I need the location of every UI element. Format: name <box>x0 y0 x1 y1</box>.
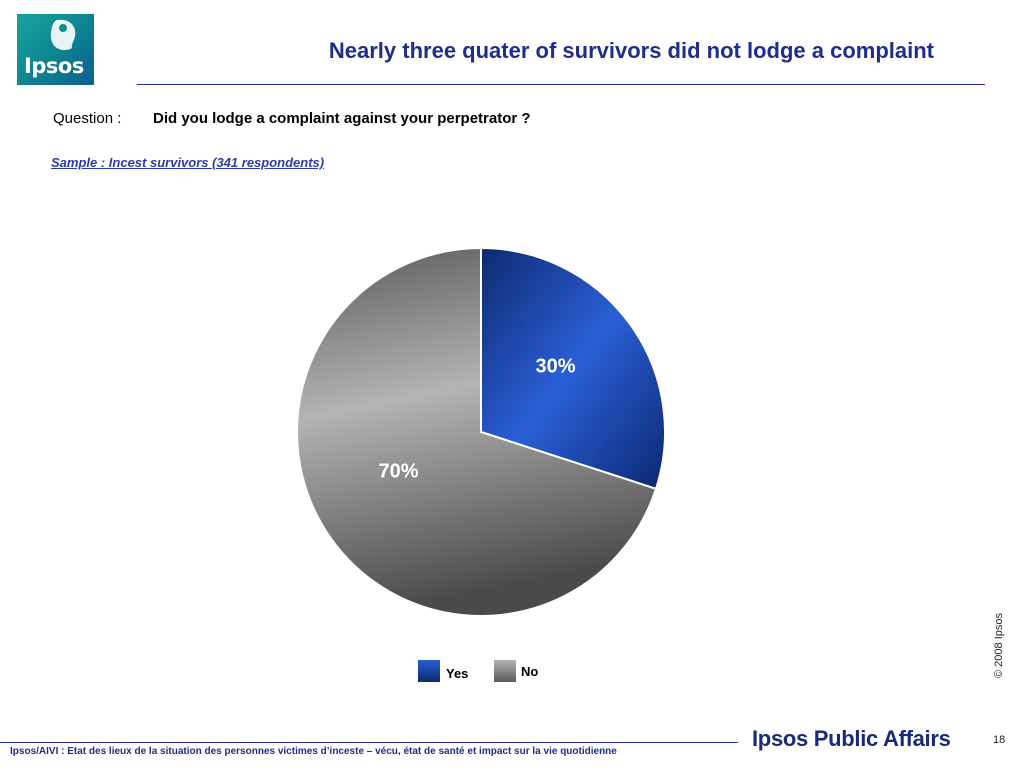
pie-slice-no <box>296 246 658 617</box>
page-title: Nearly three quater of survivors did not… <box>328 38 934 63</box>
legend-label-yes: Yes <box>446 666 469 681</box>
sample-note: Sample : Incest survivors (341 responden… <box>51 155 325 170</box>
title-divider <box>137 84 985 85</box>
pie-slice-yes <box>480 246 666 491</box>
legend-label-no: No <box>521 664 539 679</box>
question-label: Question : <box>53 110 122 127</box>
footer-divider <box>0 742 738 743</box>
data-label-no: 70% <box>378 460 418 482</box>
logo-text: Ipsos <box>24 54 84 78</box>
data-label-yes: 30% <box>536 356 576 378</box>
brand-name: Ipsos Public Affairs <box>752 726 951 751</box>
logo-head-icon <box>50 19 76 51</box>
footer-text: Ipsos/AIVI : Etat des lieux de la situat… <box>10 746 617 757</box>
copyright-note: © 2008 Ipsos <box>993 613 1005 678</box>
ipsos-logo: Ipsos <box>17 14 94 85</box>
legend-swatch-yes <box>418 660 440 682</box>
page-number: 18 <box>993 734 1006 746</box>
pie-chart: 30% 70% <box>296 246 666 617</box>
question-text: Did you lodge a complaint against your p… <box>153 110 531 127</box>
legend-swatch-no <box>494 660 516 682</box>
